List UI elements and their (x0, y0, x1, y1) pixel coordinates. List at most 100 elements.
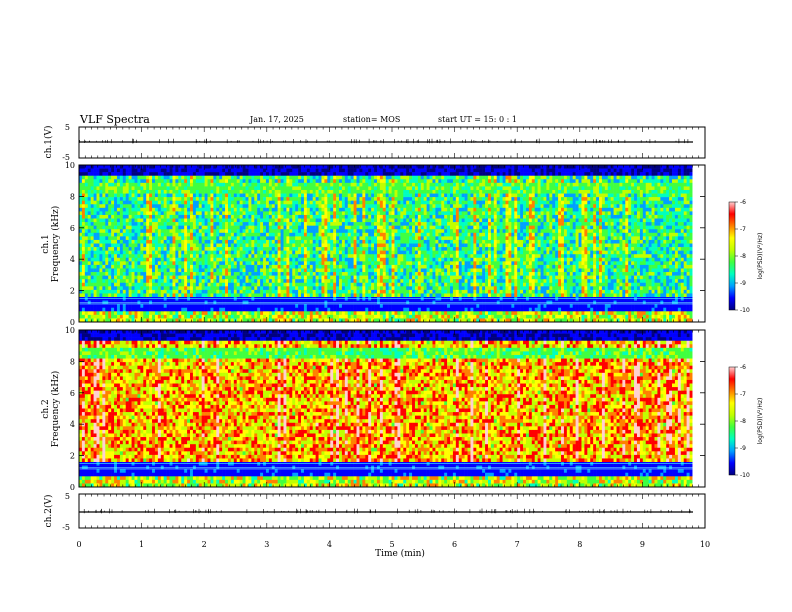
spectrogram-cell (93, 200, 97, 205)
spectrogram-cell (336, 297, 340, 301)
spectrogram-cell (385, 279, 389, 284)
spectrogram-cell (154, 286, 159, 291)
spectrogram-cell (216, 282, 220, 287)
spectrogram-cell (376, 168, 381, 173)
spectrogram-cell (201, 261, 205, 266)
spectrogram-cell (318, 200, 322, 205)
spectrogram-cell (347, 189, 351, 194)
spectrogram-cell (301, 168, 305, 173)
spectrogram-cell (90, 165, 94, 169)
spectrogram-cell (321, 286, 325, 291)
spectrogram-cell (219, 172, 223, 177)
spectrogram-cell (303, 314, 308, 319)
spectrogram-cell (315, 204, 319, 209)
spectrogram-cell (114, 243, 118, 248)
spectrogram-cell (131, 204, 135, 209)
spectrogram-cell (318, 211, 322, 216)
spectrogram-cell (388, 222, 392, 226)
spectrogram-cell (143, 314, 147, 319)
spectrogram-cell (277, 307, 281, 312)
spectrogram-cell (90, 239, 94, 244)
spectrogram-cell (225, 218, 229, 223)
spectrogram-cell (368, 222, 372, 226)
spectrogram-cell (143, 204, 147, 209)
spectrogram-cell (111, 222, 115, 226)
spectrogram-cell (204, 207, 208, 212)
spectrogram-cell (248, 257, 252, 262)
spectrogram-cell (388, 236, 392, 241)
spectrogram-cell (303, 168, 308, 173)
spectrogram-cell (376, 307, 381, 312)
spectrogram-cell (122, 286, 127, 291)
spectrogram-cell (251, 250, 255, 255)
spectrogram-cell (102, 272, 106, 276)
spectrogram-cell (283, 307, 287, 312)
spectrogram-cell (385, 307, 389, 312)
spectrogram-cell (301, 189, 305, 194)
spectrogram-cell (216, 307, 220, 312)
spectrogram-cell (382, 200, 387, 205)
spectrogram-cell (388, 193, 392, 198)
spectrogram-cell (254, 243, 258, 248)
spectrogram-cell (122, 261, 127, 266)
spectrogram-cell (187, 189, 191, 194)
spectrogram-cell (146, 189, 150, 194)
spectrogram-cell (303, 261, 308, 266)
spectrogram-cell (79, 229, 83, 234)
spectrogram-cell (245, 200, 249, 205)
spectrogram-cell (90, 211, 94, 216)
spectrogram-cell (219, 282, 223, 287)
spectrogram-cell (190, 297, 194, 301)
spectrogram-cell (289, 236, 293, 241)
spectrogram-cell (119, 250, 124, 255)
spectrogram-cell (84, 318, 89, 323)
spectrogram-cell (371, 297, 375, 301)
spectrogram-cell (227, 261, 232, 266)
spectrogram-cell (190, 268, 194, 273)
spectrogram-cell (277, 175, 281, 180)
spectrogram-cell (131, 318, 135, 323)
spectrogram-cell (140, 272, 144, 276)
spectrogram-cell (257, 214, 261, 219)
spectrogram-cell (230, 304, 235, 309)
spectrogram-cell (254, 275, 258, 280)
spectrogram-cell (341, 225, 346, 230)
spectrogram-cell (339, 282, 343, 287)
spectrogram-cell (289, 172, 293, 177)
spectrogram-cell (184, 193, 188, 198)
spectrogram-cell (333, 239, 337, 244)
spectrogram-cell (125, 214, 129, 219)
spectrogram-cell (157, 275, 162, 280)
spectrogram-cell (87, 214, 91, 219)
spectrogram-cell (341, 261, 346, 266)
spectrogram-cell (93, 168, 97, 173)
spectrogram-cell (333, 211, 337, 216)
spectrogram-cell (163, 189, 167, 194)
spectrogram-cell (315, 264, 319, 269)
spectrogram-cell (154, 297, 159, 301)
spectrogram-cell (175, 229, 179, 234)
spectrogram-cell (251, 193, 255, 198)
spectrogram-cell (99, 236, 103, 241)
spectrogram-cell (382, 179, 387, 184)
spectrogram-cell (163, 272, 167, 276)
spectrogram-cell (90, 197, 94, 201)
spectrogram-cell (336, 247, 340, 251)
spectrogram-cell (301, 211, 305, 216)
spectrogram-cell (233, 211, 238, 216)
spectrogram-cell (143, 175, 147, 180)
spectrogram-cell (260, 264, 264, 269)
spectrogram-cell (93, 264, 97, 269)
spectrogram-cell (190, 247, 194, 251)
spectrogram-cell (356, 257, 360, 262)
ch1-waveform-ytick-minus5: -5 (62, 153, 70, 162)
spectrogram-cell (175, 211, 179, 216)
spectrogram-cell (391, 293, 395, 298)
spectrogram-cell (318, 229, 322, 234)
spectrogram-cell (359, 272, 363, 276)
spectrogram-cell (339, 172, 343, 177)
spectrogram-cell (187, 254, 191, 259)
spectrogram-cell (216, 175, 220, 180)
spectrogram-cell (321, 211, 325, 216)
spectrogram-cell (374, 229, 378, 234)
